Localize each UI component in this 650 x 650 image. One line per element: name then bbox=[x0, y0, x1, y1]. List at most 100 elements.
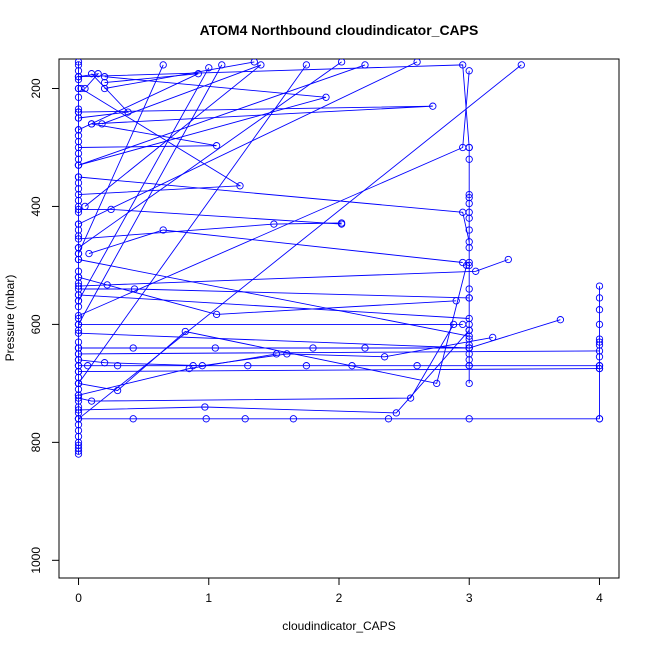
data-point bbox=[465, 362, 473, 370]
data-point bbox=[74, 196, 83, 205]
data-point bbox=[81, 84, 89, 93]
data-point bbox=[595, 335, 604, 343]
data-point bbox=[595, 338, 604, 346]
series-line bbox=[78, 64, 366, 166]
data-point bbox=[465, 344, 473, 352]
data-point bbox=[74, 126, 83, 134]
data-point bbox=[74, 114, 83, 122]
data-point bbox=[595, 364, 604, 373]
data-point bbox=[309, 344, 317, 352]
series-line bbox=[78, 288, 470, 299]
series-line bbox=[78, 222, 342, 240]
data-point bbox=[74, 421, 83, 429]
data-point bbox=[74, 282, 83, 290]
data-point bbox=[74, 350, 83, 358]
series-line bbox=[78, 67, 210, 302]
data-point bbox=[337, 59, 346, 66]
series-line bbox=[78, 105, 433, 125]
data-point bbox=[465, 214, 473, 222]
data-point bbox=[81, 202, 89, 211]
data-point bbox=[413, 362, 421, 370]
y-tick-label: 800 bbox=[29, 432, 43, 452]
data-point bbox=[74, 108, 83, 116]
data-point bbox=[74, 244, 83, 252]
data-point bbox=[465, 244, 473, 252]
data-point bbox=[74, 385, 83, 393]
data-point bbox=[98, 120, 106, 128]
data-point bbox=[504, 255, 512, 264]
y-tick-label: 200 bbox=[29, 78, 43, 98]
data-point bbox=[159, 226, 167, 234]
series-line bbox=[78, 330, 470, 414]
series-line bbox=[78, 88, 242, 196]
data-point bbox=[74, 235, 83, 243]
data-point bbox=[380, 353, 389, 361]
data-point bbox=[429, 102, 437, 110]
series-line bbox=[78, 64, 164, 254]
data-point bbox=[337, 219, 346, 227]
data-point bbox=[257, 61, 265, 69]
series-line bbox=[78, 259, 470, 337]
data-point bbox=[595, 320, 604, 329]
data-point bbox=[77, 84, 85, 93]
data-point bbox=[74, 373, 83, 382]
series-line bbox=[78, 64, 522, 420]
data-point bbox=[87, 397, 96, 405]
data-point bbox=[465, 199, 473, 208]
series-line bbox=[78, 64, 470, 148]
series-line bbox=[78, 64, 307, 384]
plot-area bbox=[74, 59, 604, 458]
data-point bbox=[74, 73, 83, 81]
series-line bbox=[78, 73, 100, 89]
data-point bbox=[74, 444, 83, 452]
series-line bbox=[78, 324, 454, 402]
data-point bbox=[465, 190, 473, 199]
data-point bbox=[465, 285, 473, 293]
series-line bbox=[78, 332, 470, 349]
y-tick-label: 400 bbox=[29, 196, 43, 216]
data-point bbox=[74, 362, 83, 370]
data-point bbox=[465, 238, 473, 246]
data-point bbox=[433, 379, 441, 388]
data-point bbox=[87, 120, 96, 128]
data-point bbox=[74, 226, 83, 234]
data-point bbox=[129, 415, 137, 423]
data-point bbox=[302, 61, 311, 69]
y-tick-label: 1000 bbox=[29, 547, 43, 574]
data-point bbox=[74, 397, 83, 405]
data-point bbox=[74, 149, 83, 158]
data-point bbox=[459, 61, 467, 69]
data-point bbox=[201, 403, 209, 411]
data-point bbox=[74, 273, 83, 281]
data-point bbox=[489, 333, 497, 342]
x-axis-label: cloudindicator_CAPS bbox=[282, 619, 395, 633]
data-point bbox=[74, 379, 83, 388]
data-point bbox=[212, 310, 221, 319]
data-point bbox=[595, 306, 604, 314]
data-point bbox=[74, 338, 83, 346]
data-point bbox=[465, 326, 473, 334]
data-point bbox=[74, 255, 83, 264]
data-point bbox=[465, 415, 473, 423]
series-line bbox=[104, 61, 255, 89]
data-point bbox=[361, 61, 369, 69]
series-line bbox=[78, 259, 509, 287]
data-point bbox=[465, 226, 473, 234]
data-point bbox=[74, 356, 83, 364]
data-point bbox=[459, 208, 467, 216]
data-point bbox=[74, 93, 83, 101]
data-point bbox=[74, 220, 83, 228]
series-line bbox=[78, 73, 129, 119]
x-tick-label: 4 bbox=[596, 591, 603, 605]
data-point bbox=[392, 409, 400, 417]
data-point bbox=[465, 350, 473, 358]
data-point bbox=[74, 61, 83, 69]
series-line bbox=[78, 350, 600, 355]
data-point bbox=[74, 297, 83, 305]
data-point bbox=[94, 70, 102, 78]
plot-frame bbox=[58, 58, 620, 579]
data-point bbox=[74, 367, 83, 376]
data-point bbox=[124, 108, 132, 116]
data-point bbox=[595, 347, 604, 355]
